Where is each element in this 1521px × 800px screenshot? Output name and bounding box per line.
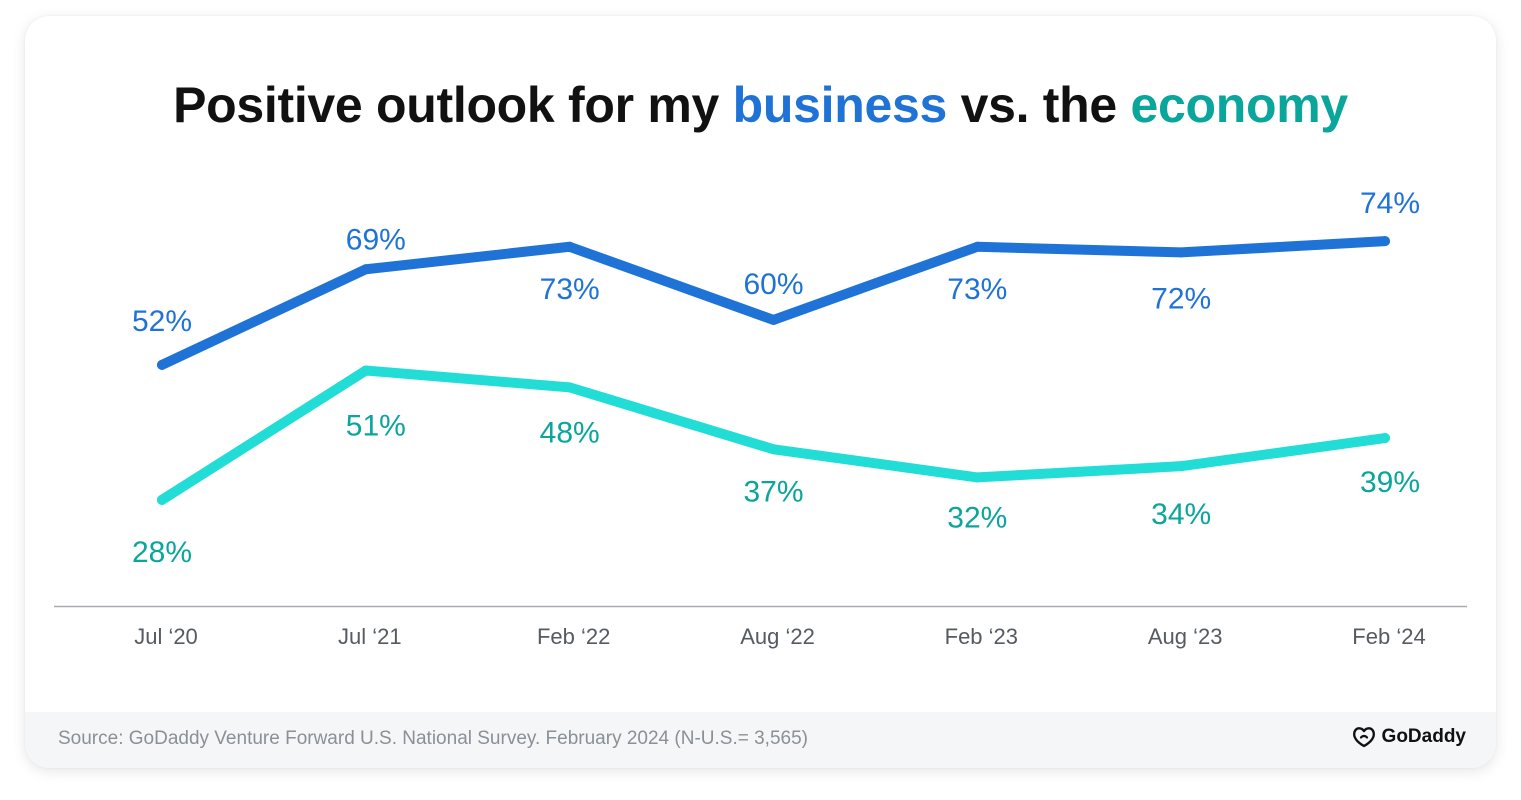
data-point-business xyxy=(768,314,779,325)
godaddy-logo: GoDaddy xyxy=(1352,726,1466,748)
data-point-economy xyxy=(1380,433,1390,444)
logo-text: GoDaddy xyxy=(1381,726,1466,747)
x-tick-label: Jul ‘20 xyxy=(134,624,198,649)
chart-card: Positive outlook for my business vs. the… xyxy=(25,16,1496,768)
title-business-word: business xyxy=(732,77,948,133)
data-point-business xyxy=(1380,236,1390,247)
godaddy-logo-icon xyxy=(1352,727,1375,748)
data-point-business xyxy=(1176,247,1187,258)
line-chart: Jul ‘20 Jul ‘21 Feb ‘22 Aug ‘22 Feb ‘23 Aug ‘… xyxy=(54,187,1467,649)
data-label-business: 60% xyxy=(743,268,803,301)
data-label-economy: 48% xyxy=(540,416,600,449)
data-point-economy xyxy=(768,444,779,455)
data-point-business xyxy=(972,241,983,252)
data-label-economy: 37% xyxy=(743,475,803,508)
data-label-business: 72% xyxy=(1151,282,1211,315)
data-label-economy: 28% xyxy=(132,536,192,569)
x-tick-label: Aug ‘23 xyxy=(1148,624,1223,649)
title-economy-word: economy xyxy=(1130,77,1348,133)
data-point-economy xyxy=(564,382,575,393)
title-middle: vs. the xyxy=(947,77,1131,133)
title-prefix: Positive outlook for my xyxy=(173,77,733,133)
source-note: Source: GoDaddy Venture Forward U.S. Nat… xyxy=(58,728,808,749)
data-label-business: 73% xyxy=(947,273,1007,306)
data-label-economy: 39% xyxy=(1360,466,1420,499)
x-tick-label: Feb ‘24 xyxy=(1352,624,1425,649)
data-point-business xyxy=(157,359,167,370)
x-tick-label: Aug ‘22 xyxy=(740,624,815,649)
x-tick-label: Jul ‘21 xyxy=(338,624,402,649)
data-label-business: 73% xyxy=(540,273,600,306)
data-label-economy: 51% xyxy=(346,410,406,443)
data-point-business xyxy=(564,241,575,252)
data-point-economy xyxy=(360,365,371,376)
data-point-economy xyxy=(1176,461,1187,472)
data-label-economy: 34% xyxy=(1151,498,1211,531)
data-point-business xyxy=(360,264,371,275)
x-tick-label: Feb ‘23 xyxy=(945,624,1018,649)
data-label-economy: 32% xyxy=(947,501,1007,534)
data-label-business: 52% xyxy=(132,305,192,338)
chart-title: Positive outlook for my business vs. the… xyxy=(25,76,1496,134)
x-tick-label: Feb ‘22 xyxy=(537,624,610,649)
data-point-economy xyxy=(972,472,983,483)
data-point-economy xyxy=(157,494,167,505)
footer-bar: Source: GoDaddy Venture Forward U.S. Nat… xyxy=(25,712,1496,768)
data-label-business: 74% xyxy=(1360,187,1420,220)
data-label-business: 69% xyxy=(346,223,406,256)
